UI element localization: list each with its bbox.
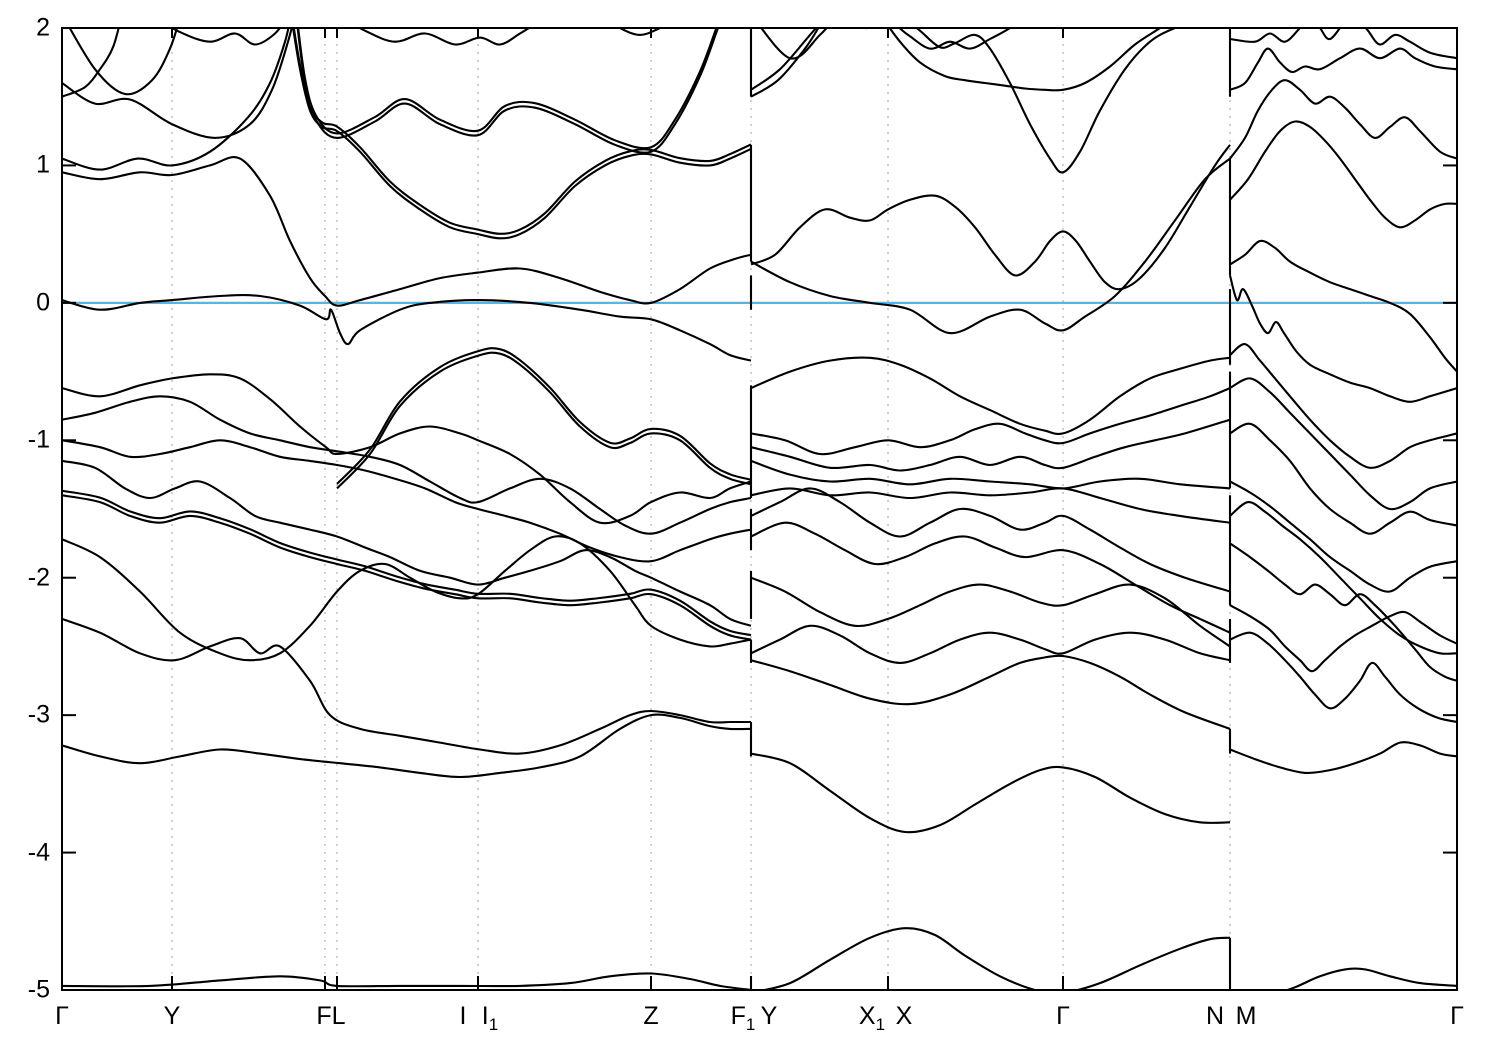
band-curve [1229,120,1457,229]
y-tick-label: -2 [27,563,50,592]
band-curve [750,576,1231,648]
band-curve [759,927,1231,990]
band-curve [62,294,752,362]
band-curves [62,28,1457,990]
x-tick-label: F1 [730,1002,756,1034]
band-curve [750,28,818,91]
x-tick-label: FL [316,1002,346,1030]
band-curve [750,752,1231,834]
band-curve [861,28,1012,50]
band-curve [292,28,752,240]
band-curve [62,28,120,98]
band-curve [1229,741,1457,775]
band-curve [1229,542,1457,682]
band-curve [357,28,531,46]
band-curve [750,487,1231,593]
band-curve [62,156,752,307]
x-tick-label: X1 [858,1002,886,1034]
x-tick-label: N [1205,1002,1225,1030]
x-tick-label: I1 [481,1002,499,1034]
x-tick-label: X [895,1002,913,1030]
band-curve [62,535,752,662]
band-curve [750,418,1231,472]
band-curve [1229,604,1457,673]
band-curve [1229,501,1457,655]
x-tick-label: Γ [1056,1002,1070,1030]
band-curve [750,144,1231,291]
band-curve [750,387,1231,456]
band-curve [750,624,1231,664]
y-tick-label: 2 [36,13,50,42]
x-tick-label: I [459,1002,467,1030]
band-curve [62,459,752,627]
band-curve [62,494,752,641]
band-curve [68,28,179,96]
band-curve [915,28,1178,174]
band-curve [62,617,751,755]
band-curve [62,489,752,637]
band-curve [62,972,752,990]
x-tick-label: Y [760,1002,778,1030]
x-tick-label: Y [163,1002,181,1030]
band-curve [750,157,1231,335]
band-curve [1229,239,1457,373]
band-curve [760,28,829,60]
band-curve [336,347,752,485]
band-curve [1229,28,1302,43]
x-tick-label: Γ [1450,1002,1464,1030]
band-curve [1318,28,1342,41]
plot-border [61,27,1458,991]
band-curve [62,28,293,139]
band-curve [750,459,1231,490]
band-curve [1229,79,1457,160]
band-curve [888,28,1162,92]
band-curve [1229,47,1457,91]
band-curve [62,373,752,525]
band-curve [292,28,752,235]
y-tick-label: -5 [27,975,50,1004]
band-curve [62,28,290,171]
band-curve [62,713,752,779]
band-curve [750,654,1231,730]
band-curve [1229,480,1457,593]
band-curve [1229,631,1457,724]
band-curve [170,28,282,46]
y-tick-label: -1 [27,425,50,454]
band-curve [296,28,720,154]
band-curve [750,521,1231,634]
band-curve [1229,343,1457,469]
band-curve [1284,967,1457,990]
y-tick-label: -3 [27,700,50,729]
band-curve [336,351,752,490]
band-curve [617,28,663,36]
band-curve [62,395,752,535]
x-tick-label: Γ [55,1002,69,1030]
y-tick-label: 1 [36,150,50,179]
band-curve [1364,28,1457,60]
band-curve [297,28,718,150]
band-curve [1229,377,1457,511]
band-curve [1229,422,1457,535]
band-curve [750,487,1231,524]
band-curve [750,356,1231,436]
band-curve [750,28,820,98]
x-tick-label: Z [643,1002,659,1030]
band-curve [62,439,752,563]
y-tick-label: 0 [36,288,50,317]
y-tick-label: -4 [27,838,50,867]
x-tick-label: M [1235,1002,1257,1030]
band-curve [1228,275,1457,403]
